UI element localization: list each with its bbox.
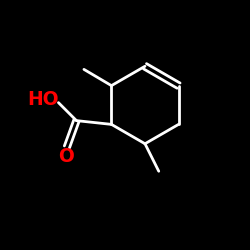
Text: HO: HO [27,90,59,109]
Text: O: O [58,147,74,166]
